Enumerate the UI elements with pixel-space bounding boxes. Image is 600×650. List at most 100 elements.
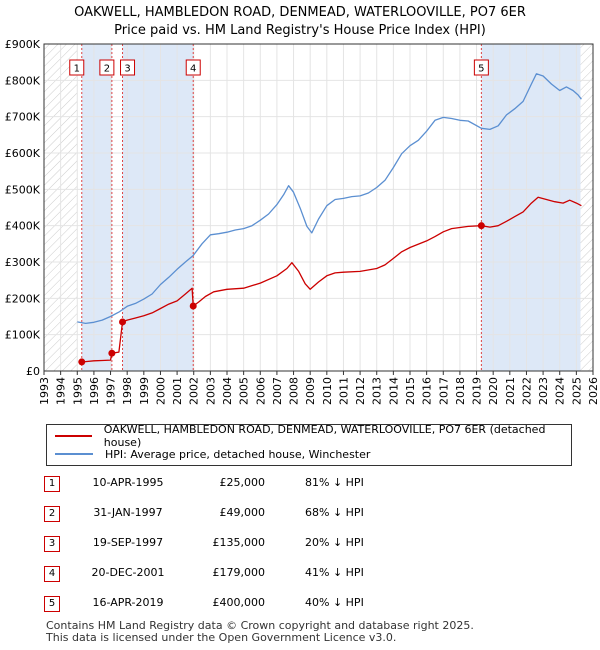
price-chart: 1 2 3 4 5 £0 £100K £200K £300K £400K £500K £600K £7… (5, 38, 600, 405)
x-tick-label: 1998 (121, 377, 134, 405)
sale-hpi-diff: 41% ↓ HPI (305, 566, 364, 579)
x-tick-label: 2007 (271, 377, 284, 405)
shaded-ownership-band (481, 44, 581, 371)
x-tick-label: 2000 (154, 377, 167, 405)
sale-label-box (69, 59, 85, 76)
sale-number-badge: 2 (44, 506, 60, 522)
x-tick-label: 1999 (138, 377, 151, 405)
y-tick-label: £300K (5, 256, 41, 269)
x-tick-label: 2012 (354, 377, 367, 405)
title-subtitle: Price paid vs. HM Land Registry's House … (114, 23, 486, 38)
x-tick-label: 2014 (387, 377, 400, 405)
legend-label-property: OAKWELL, HAMBLEDON ROAD, DENMEAD, WATERL… (103, 423, 546, 449)
sale-label-box (120, 59, 136, 76)
table-row: 5 16-APR-2019 £400,000 40% ↓ HPI (0, 592, 600, 616)
x-tick-label: 2003 (204, 377, 217, 405)
x-tick-label: 2009 (304, 377, 317, 405)
sale-price: £400,000 (212, 596, 266, 609)
plot-frame (43, 43, 594, 372)
x-tick-label: 2021 (504, 377, 517, 405)
x-tick-label: 2005 (238, 377, 251, 405)
x-tick-label: 2020 (487, 377, 500, 405)
legend-item-property: OAKWELL, HAMBLEDON ROAD, DENMEAD, WATERL… (47, 423, 571, 449)
x-tick-label: 2002 (188, 377, 201, 405)
x-tick-label: 2018 (454, 377, 467, 405)
table-row: 4 20-DEC-2001 £179,000 41% ↓ HPI (0, 562, 600, 586)
legend-swatch-hpi (55, 453, 93, 455)
x-tick-label: 1997 (105, 377, 118, 405)
y-tick-label: £0 (26, 365, 40, 378)
table-row: 1 10-APR-1995 £25,000 81% ↓ HPI (0, 472, 600, 496)
shaded-ownership-band (122, 44, 194, 371)
sale-date: 19-SEP-1997 (92, 536, 164, 549)
legend-item-hpi: HPI: Average price, detached house, Winc… (47, 445, 370, 463)
sale-hpi-diff: 20% ↓ HPI (305, 536, 364, 549)
sale-label-text: 2 (104, 64, 110, 75)
x-tick-label: 1995 (71, 377, 84, 405)
x-tick-label: 2001 (171, 377, 184, 405)
sale-number-badge: 4 (44, 566, 60, 582)
y-tick-label: £400K (5, 220, 41, 233)
legend-swatch-property (55, 435, 92, 437)
x-tick-label: 2006 (254, 377, 267, 405)
x-tick-label: 2016 (421, 377, 434, 405)
sale-point (119, 318, 127, 326)
footer-copyright: Contains HM Land Registry data © Crown c… (46, 619, 474, 632)
y-tick-label: £100K (5, 329, 41, 342)
table-row: 3 19-SEP-1997 £135,000 20% ↓ HPI (0, 532, 600, 556)
y-tick-label: £600K (5, 147, 41, 160)
sale-number-badge: 1 (44, 476, 60, 492)
sale-date: 10-APR-1995 (92, 476, 164, 489)
sale-date: 20-DEC-2001 (91, 566, 165, 579)
sale-point (108, 349, 116, 357)
shaded-ownership-band (81, 44, 112, 371)
sale-price: £135,000 (212, 536, 266, 549)
sale-label-text: 1 (74, 64, 80, 75)
sale-point (78, 358, 86, 366)
x-tick-label: 2023 (537, 377, 550, 405)
property-price-line (81, 196, 582, 363)
sale-point (477, 222, 485, 230)
sale-price: £179,000 (212, 566, 266, 579)
sale-date: 31-JAN-1997 (93, 506, 163, 519)
x-tick-label: 2022 (520, 377, 533, 405)
y-tick-label: £500K (5, 183, 41, 196)
y-tick-label: £900K (5, 38, 41, 51)
table-row: 2 31-JAN-1997 £49,000 68% ↓ HPI (0, 502, 600, 526)
x-tick-label: 1994 (55, 377, 68, 405)
sale-hpi-diff: 40% ↓ HPI (305, 596, 364, 609)
sale-label-box (99, 59, 115, 76)
footer-licence: This data is licensed under the Open Gov… (46, 631, 397, 644)
x-tick-label: 2008 (288, 377, 301, 405)
title-address: OAKWELL, HAMBLEDON ROAD, DENMEAD, WATERL… (74, 5, 526, 20)
x-tick-label: 2017 (437, 377, 450, 405)
x-tick-label: 2024 (554, 377, 567, 405)
sale-label-text: 5 (478, 64, 484, 75)
x-tick-label: 2019 (471, 377, 484, 405)
x-tick-label: 2011 (337, 377, 350, 405)
sale-number-badge: 3 (44, 536, 60, 552)
sale-date: 16-APR-2019 (92, 596, 164, 609)
hatched-region-after (580, 44, 593, 371)
x-tick-label: 2010 (321, 377, 334, 405)
sale-label-box (473, 59, 489, 76)
sale-hpi-diff: 68% ↓ HPI (305, 506, 364, 519)
x-tick-label: 2026 (587, 377, 600, 405)
sale-number-badge: 5 (44, 596, 60, 612)
sale-label-box (185, 59, 201, 76)
x-tick-label: 2004 (221, 377, 234, 405)
sale-price: £25,000 (219, 476, 266, 489)
y-tick-label: £200K (5, 292, 41, 305)
sale-label-text: 3 (124, 64, 130, 75)
x-tick-label: 2025 (570, 377, 583, 405)
sale-hpi-diff: 81% ↓ HPI (305, 476, 364, 489)
chart-title: OAKWELL, HAMBLEDON ROAD, DENMEAD, WATERL… (0, 4, 600, 40)
x-tick-label: 1996 (88, 377, 101, 405)
sale-point (189, 302, 197, 310)
x-tick-label: 2013 (371, 377, 384, 405)
y-tick-label: £700K (5, 111, 41, 124)
x-tick-label: 1993 (38, 377, 51, 405)
legend: OAKWELL, HAMBLEDON ROAD, DENMEAD, WATERL… (46, 423, 572, 466)
hpi-line (77, 73, 582, 325)
sale-price: £49,000 (219, 506, 266, 519)
